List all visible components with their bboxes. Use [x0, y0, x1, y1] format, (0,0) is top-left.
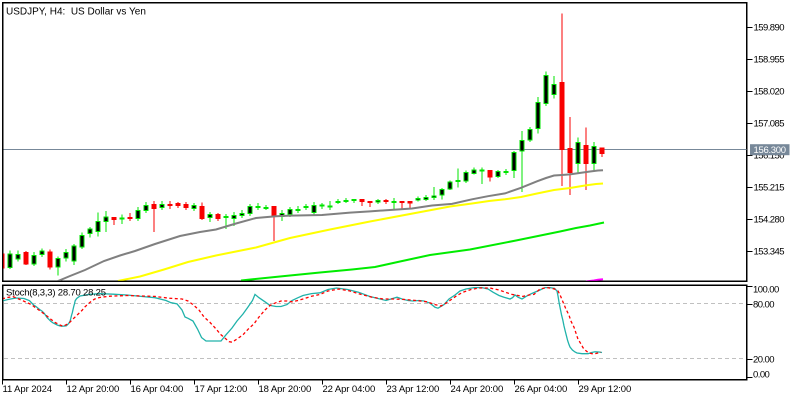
svg-text:158.955: 158.955	[754, 55, 785, 66]
svg-text:100.00: 100.00	[753, 285, 779, 296]
svg-text:158.020: 158.020	[754, 87, 785, 98]
svg-text:17 Apr 12:00: 17 Apr 12:00	[195, 384, 248, 395]
svg-text:24 Apr 20:00: 24 Apr 20:00	[451, 384, 504, 395]
svg-text:153.345: 153.345	[754, 247, 785, 258]
svg-text:Stoch(8,3,3) 28.70 28.25: Stoch(8,3,3) 28.70 28.25	[6, 288, 106, 299]
svg-text:22 Apr 04:00: 22 Apr 04:00	[323, 384, 376, 395]
svg-text:157.085: 157.085	[754, 119, 785, 130]
svg-text:156.300: 156.300	[754, 145, 786, 156]
svg-text:154.280: 154.280	[754, 215, 785, 226]
svg-text:80.00: 80.00	[753, 300, 774, 311]
svg-text:23 Apr 12:00: 23 Apr 12:00	[387, 384, 440, 395]
svg-text:26 Apr 04:00: 26 Apr 04:00	[515, 384, 568, 395]
svg-text:USDJPY, H4: US Dollar vs Yen: USDJPY, H4: US Dollar vs Yen	[6, 7, 146, 18]
svg-text:29 Apr 12:00: 29 Apr 12:00	[579, 384, 632, 395]
svg-text:0.00: 0.00	[753, 370, 770, 381]
svg-text:11 Apr 2024: 11 Apr 2024	[3, 384, 52, 395]
svg-text:18 Apr 20:00: 18 Apr 20:00	[259, 384, 312, 395]
svg-text:20.00: 20.00	[753, 355, 774, 366]
svg-text:156.150: 156.150	[754, 151, 785, 162]
svg-text:12 Apr 20:00: 12 Apr 20:00	[67, 384, 120, 395]
svg-text:159.890: 159.890	[754, 23, 785, 34]
svg-text:16 Apr 04:00: 16 Apr 04:00	[131, 384, 184, 395]
svg-text:155.215: 155.215	[754, 183, 785, 194]
